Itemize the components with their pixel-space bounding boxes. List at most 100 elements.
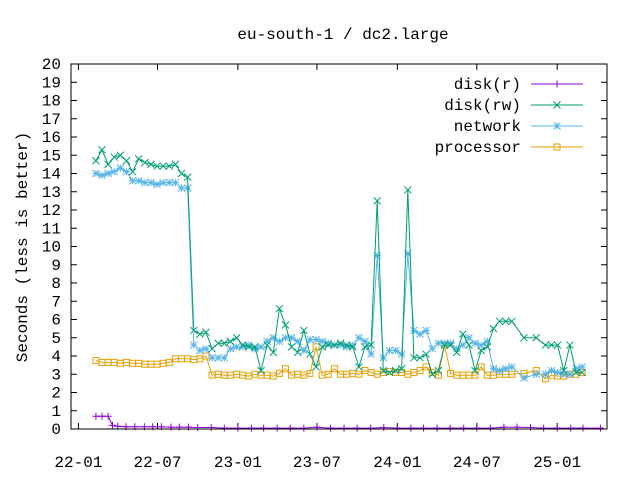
data-point-network bbox=[373, 251, 382, 260]
data-point-disk-r bbox=[486, 424, 494, 432]
data-point-disk-r bbox=[286, 424, 294, 432]
data-point-disk-rw bbox=[324, 341, 333, 349]
data-point-disk-rw bbox=[403, 186, 412, 194]
data-point-disk-rw bbox=[367, 341, 375, 349]
data-point-disk-rw bbox=[566, 341, 574, 349]
data-point-disk-rw bbox=[373, 197, 382, 205]
data-point-disk-rw bbox=[483, 343, 492, 351]
x-tick-label: 24-01 bbox=[373, 454, 421, 472]
y-tick-label: 6 bbox=[51, 312, 61, 330]
data-point-network bbox=[385, 346, 394, 355]
legend: disk(r) disk(rw) network processor bbox=[435, 76, 583, 157]
data-point-disk-r bbox=[220, 424, 228, 432]
data-point-network bbox=[318, 337, 327, 346]
data-point-disk-r bbox=[367, 424, 375, 432]
data-point-processor bbox=[165, 358, 173, 366]
data-point-disk-rw bbox=[226, 337, 235, 346]
data-point-disk-rw bbox=[477, 346, 486, 355]
data-point-disk-rw bbox=[501, 317, 510, 326]
data-point-network bbox=[293, 337, 302, 346]
data-point-disk-rw bbox=[489, 324, 498, 333]
data-point-disk-r bbox=[326, 424, 334, 432]
data-point-disk-rw bbox=[110, 153, 119, 161]
series-disk-rw bbox=[92, 145, 586, 379]
data-point-disk-r bbox=[567, 424, 575, 432]
data-point-disk-r bbox=[420, 424, 428, 432]
data-point-network bbox=[299, 346, 308, 355]
data-point-disk-rw bbox=[189, 326, 198, 335]
data-point-disk-rw bbox=[434, 366, 443, 375]
data-point-network bbox=[263, 337, 271, 346]
data-point-processor bbox=[324, 370, 332, 378]
data-point-disk-r bbox=[98, 412, 106, 420]
data-point-network bbox=[559, 370, 568, 379]
data-point-disk-rw bbox=[104, 160, 112, 169]
data-point-processor bbox=[306, 369, 314, 377]
data-point-disk-rw bbox=[578, 368, 586, 377]
data-point-disk-rw bbox=[214, 339, 223, 348]
data-point-disk-rw bbox=[440, 341, 449, 349]
data-point-network bbox=[471, 339, 479, 348]
data-point-disk-rw bbox=[553, 341, 562, 349]
data-point-network bbox=[189, 341, 198, 349]
data-point-disk-r bbox=[234, 424, 242, 432]
y-tick-label: 12 bbox=[42, 202, 61, 220]
data-point-disk-rw bbox=[122, 156, 131, 165]
data-point-disk-rw bbox=[232, 333, 241, 342]
data-point-network bbox=[196, 346, 204, 355]
y-tick-label: 1 bbox=[51, 403, 61, 421]
legend-marker-network bbox=[553, 122, 561, 130]
data-point-disk-r bbox=[340, 424, 348, 432]
data-point-disk-rw bbox=[257, 366, 265, 375]
data-point-disk-r bbox=[579, 424, 587, 432]
data-point-network bbox=[572, 364, 580, 373]
data-point-network bbox=[403, 249, 412, 258]
legend-marker-disk-r bbox=[553, 80, 561, 88]
data-point-network bbox=[507, 363, 516, 371]
data-point-network bbox=[92, 169, 100, 178]
y-tick-label: 9 bbox=[51, 257, 61, 275]
data-point-disk-rw bbox=[410, 353, 418, 362]
data-point-processor bbox=[434, 371, 442, 379]
data-point-disk-rw bbox=[355, 363, 363, 371]
data-point-network bbox=[324, 339, 333, 348]
data-point-disk-rw bbox=[348, 343, 357, 351]
legend-label-disk-rw: disk(rw) bbox=[444, 97, 521, 115]
data-point-network bbox=[134, 176, 143, 185]
data-point-network bbox=[104, 169, 112, 178]
data-point-network bbox=[553, 368, 562, 377]
data-point-network bbox=[355, 333, 363, 342]
data-point-network bbox=[547, 366, 556, 375]
y-tick-label: 18 bbox=[42, 93, 61, 111]
data-point-network bbox=[483, 337, 492, 346]
data-point-disk-rw bbox=[183, 173, 192, 182]
data-point-disk-rw bbox=[446, 341, 455, 349]
data-point-disk-r bbox=[527, 424, 535, 432]
data-point-network bbox=[532, 370, 541, 379]
data-point-disk-rw bbox=[153, 162, 161, 171]
data-point-disk-rw bbox=[559, 366, 568, 375]
x-tick-label: 23-01 bbox=[214, 454, 262, 472]
data-point-network bbox=[128, 176, 137, 185]
data-point-network bbox=[410, 326, 418, 335]
data-point-network bbox=[452, 344, 461, 353]
x-tick-label: 22-01 bbox=[54, 454, 102, 472]
data-point-disk-r bbox=[513, 423, 521, 431]
x-tick-label: 24-07 bbox=[453, 454, 501, 472]
series-processor bbox=[92, 341, 586, 383]
y-axis-label: Seconds (less is better) bbox=[14, 132, 32, 362]
data-point-disk-rw bbox=[281, 321, 290, 329]
data-point-disk-r bbox=[104, 412, 112, 420]
data-point-network bbox=[422, 326, 431, 335]
data-point-network bbox=[397, 350, 406, 359]
y-tick-label: 20 bbox=[42, 56, 61, 74]
y-tick-label: 19 bbox=[42, 74, 61, 92]
data-point-network bbox=[153, 180, 161, 189]
data-point-processor bbox=[281, 365, 289, 373]
data-point-network bbox=[214, 353, 223, 362]
x-tick-label: 25-01 bbox=[533, 454, 581, 472]
data-point-disk-r bbox=[380, 424, 388, 432]
data-point-disk-rw bbox=[507, 317, 516, 326]
y-tick-label: 0 bbox=[51, 421, 61, 439]
data-point-processor bbox=[312, 343, 320, 351]
